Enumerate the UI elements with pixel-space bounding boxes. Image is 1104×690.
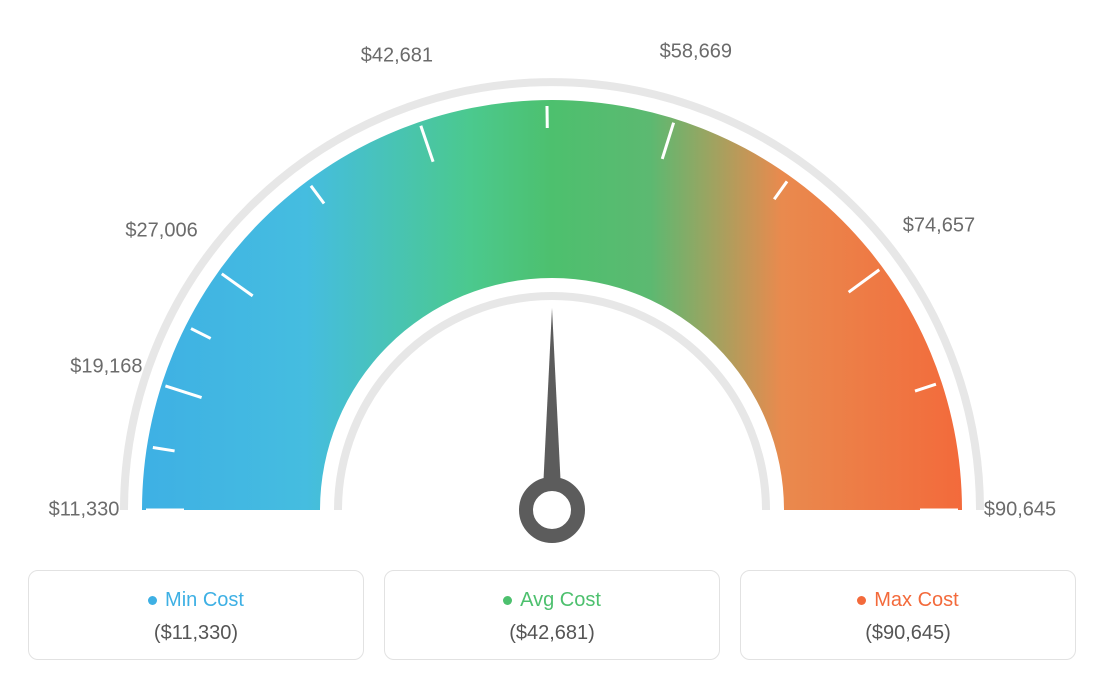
legend-title-text: Max Cost [874, 589, 958, 611]
legend-title: Max Cost [751, 589, 1065, 612]
legend-value: ($42,681) [395, 622, 709, 645]
tick-label: $11,330 [49, 499, 120, 522]
legend-title-text: Min Cost [165, 589, 244, 611]
tick-label: $42,681 [361, 44, 433, 67]
legend-value: ($90,645) [751, 622, 1065, 645]
legend-title: Min Cost [39, 589, 353, 612]
legend-title: Avg Cost [395, 589, 709, 612]
legend-dot-icon [857, 596, 866, 605]
needle-hub [526, 484, 578, 536]
tick-label: $27,006 [125, 219, 197, 242]
legend-value: ($11,330) [39, 622, 353, 645]
legend-card: Min Cost ($11,330) [28, 570, 364, 660]
cost-gauge-chart: $11,330 $19,168 $27,006 $42,681 $58,669 $74,6… [20, 20, 1084, 660]
legend-dot-icon [148, 596, 157, 605]
gauge-svg [20, 20, 1084, 560]
gauge-area: $11,330 $19,168 $27,006 $42,681 $58,669 $74,6… [20, 20, 1084, 560]
legend-dot-icon [503, 596, 512, 605]
legend-title-text: Avg Cost [520, 589, 601, 611]
legend-card: Max Cost ($90,645) [740, 570, 1076, 660]
tick-label: $90,645 [984, 499, 1056, 522]
tick-label: $74,657 [903, 214, 975, 237]
legend-card: Avg Cost ($42,681) [384, 570, 720, 660]
tick-label: $58,669 [660, 41, 732, 64]
tick-label: $19,168 [70, 356, 142, 379]
legend-row: Min Cost ($11,330) Avg Cost ($42,681) Max Co… [20, 570, 1084, 660]
